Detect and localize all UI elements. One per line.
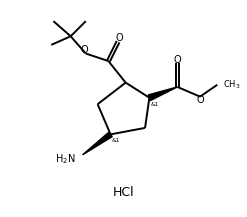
Polygon shape: [82, 132, 112, 155]
Text: H$_2$N: H$_2$N: [55, 152, 75, 166]
Text: &1: &1: [112, 138, 120, 143]
Text: O: O: [196, 95, 204, 105]
Text: O: O: [174, 54, 181, 64]
Text: O: O: [115, 33, 123, 43]
Text: O: O: [81, 45, 88, 55]
Text: HCl: HCl: [113, 186, 134, 199]
Text: &1: &1: [151, 102, 159, 107]
Polygon shape: [148, 87, 177, 100]
Text: CH$_3$: CH$_3$: [223, 79, 240, 91]
